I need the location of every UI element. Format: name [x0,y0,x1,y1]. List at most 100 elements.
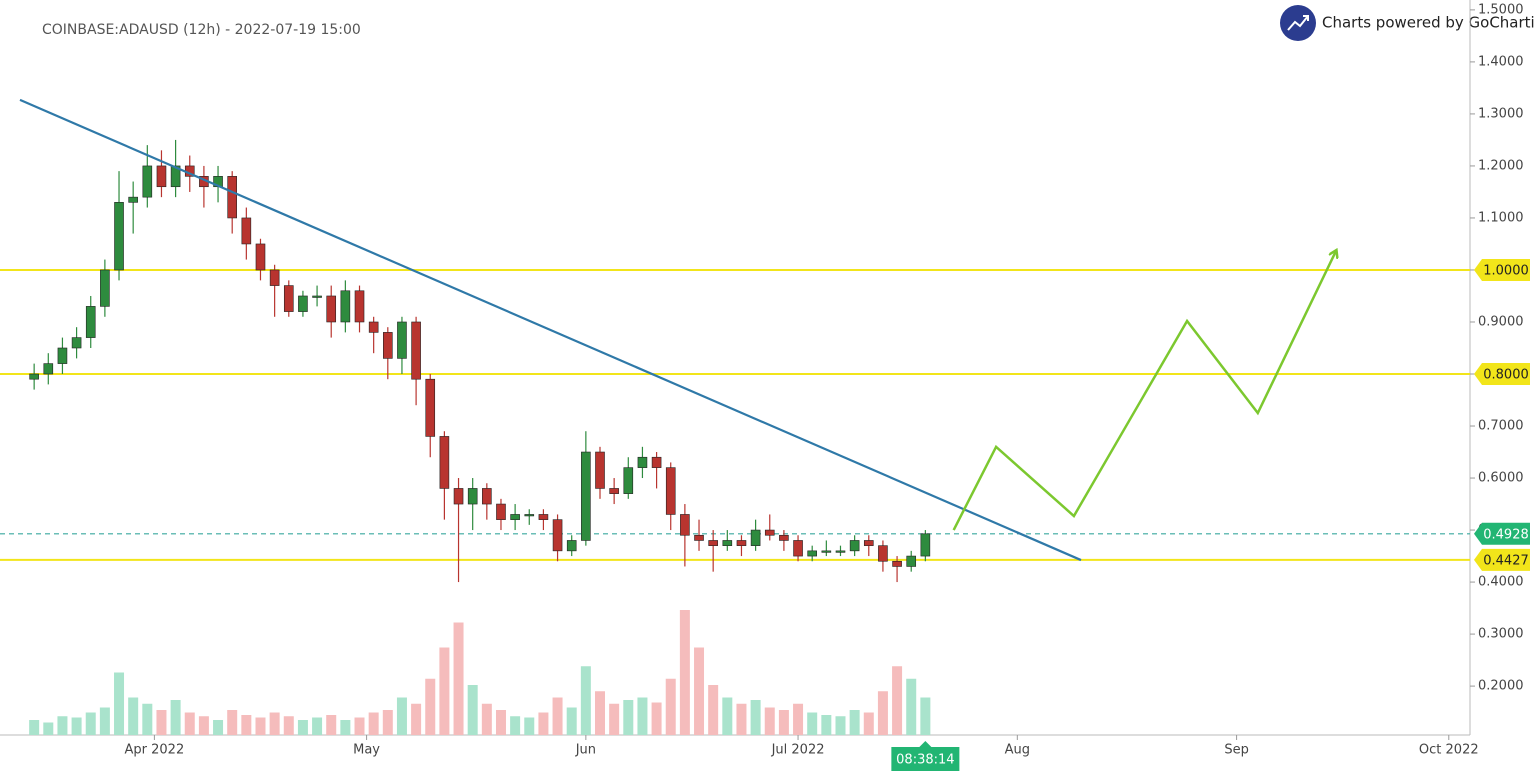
volume-bar [566,707,577,735]
volume-bar [665,678,676,735]
volume-bar [778,710,789,735]
candle-body [467,488,478,505]
candle-body [736,540,747,546]
volume-bar [623,700,634,735]
volume-bar [142,703,153,735]
candle-body [665,467,676,515]
volume-bar [227,710,238,735]
candle-body [920,533,931,557]
candle-body [496,503,506,520]
candle-body [43,363,54,375]
candle-body [510,514,520,520]
y-tick-label: 0.6000 [1478,471,1524,486]
candle-body [552,519,563,552]
candle-body [524,514,535,517]
level-label: 0.4427 [1483,553,1529,568]
volume-bar [736,703,747,735]
volume-bar [114,672,125,735]
volume-bar [906,678,917,735]
countdown-badge [891,741,960,771]
volume-bar [651,702,662,735]
x-tick-label: Aug [1005,743,1030,758]
level-badge [1474,363,1530,386]
candle-body [609,488,619,494]
x-tick-label: May [353,743,380,758]
volume-bar [637,697,648,735]
volume-bar [764,707,775,735]
candle-body [892,560,902,567]
volume-bar [269,712,280,735]
volume-bar [467,685,478,735]
candle-body [566,540,577,552]
candle-body [283,285,294,312]
volume-bar [453,622,464,735]
candle-body [71,337,82,349]
volume-bar [283,716,294,735]
candle-body [807,550,817,557]
candle-body [821,550,832,553]
volume-bar [920,697,931,735]
volume-bar [382,710,393,735]
candle-body [128,196,138,203]
candle-body [312,295,322,298]
candle-body [326,295,337,323]
volume-bar [184,712,195,735]
projection-path [952,252,1336,531]
trendline [19,98,1082,562]
price-badge [1474,522,1530,545]
candle-body [835,550,846,553]
candle-body [241,217,252,245]
y-tick-label: 0.4000 [1478,575,1524,590]
x-tick-label: Oct 2022 [1419,743,1479,758]
y-tick-label: 0.2000 [1478,679,1524,694]
candle-body [878,545,888,562]
price-label: 0.4928 [1483,527,1529,542]
level-label: 1.0000 [1483,263,1529,278]
x-tick-label: Jun [575,743,596,758]
volume-bar [255,717,266,735]
volume-bar [43,722,54,735]
volume-bar [354,717,365,735]
volume-bar [679,610,690,735]
volume-bar [694,647,705,735]
candle-body [623,467,634,494]
volume-bar [213,720,224,735]
candle-body [906,555,917,567]
volume-bar [807,712,818,735]
candle-body [114,202,124,271]
volume-bar [877,691,888,735]
candle-body [722,540,733,546]
y-tick-label: 0.7000 [1478,419,1524,434]
x-tick-label: Sep [1224,743,1249,758]
candle-body [255,243,266,271]
y-tick-label: 1.5000 [1478,2,1524,17]
volume-bar [99,707,110,735]
volume-bar [750,700,761,735]
volume-bar [793,703,804,735]
candle-body [227,176,237,219]
volume-bar [892,666,903,735]
x-tick-label: Apr 2022 [125,743,185,758]
logo [1280,5,1316,41]
volume-bar [863,712,874,735]
candle-body [368,321,379,333]
candle-body [100,269,110,307]
volume-bar [821,715,832,735]
candle-body [425,378,436,437]
y-tick-label: 1.1000 [1478,210,1524,225]
volume-bar [241,715,252,735]
volume-bar [85,712,96,735]
candle-body [863,540,874,546]
credit: Charts powered by GoCharting [1322,14,1536,32]
volume-bar [481,703,492,735]
candle-body [849,540,860,552]
candle-body [170,165,181,188]
y-tick-label: 1.3000 [1478,106,1524,121]
volume-bar [595,691,605,735]
candle-body [482,488,492,505]
candle-body [538,514,549,520]
volume-bar [340,720,351,735]
candle-body [581,451,591,541]
volume-bar [156,710,167,735]
volume-bar [552,697,563,735]
